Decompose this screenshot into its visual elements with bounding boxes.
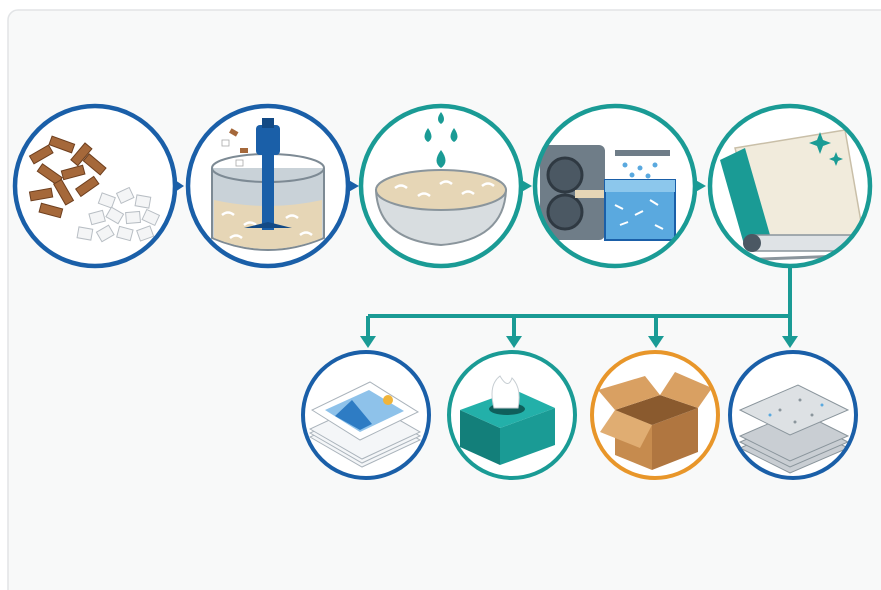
card — [8, 10, 881, 590]
page — [0, 0, 881, 590]
process-diagram — [0, 0, 881, 590]
